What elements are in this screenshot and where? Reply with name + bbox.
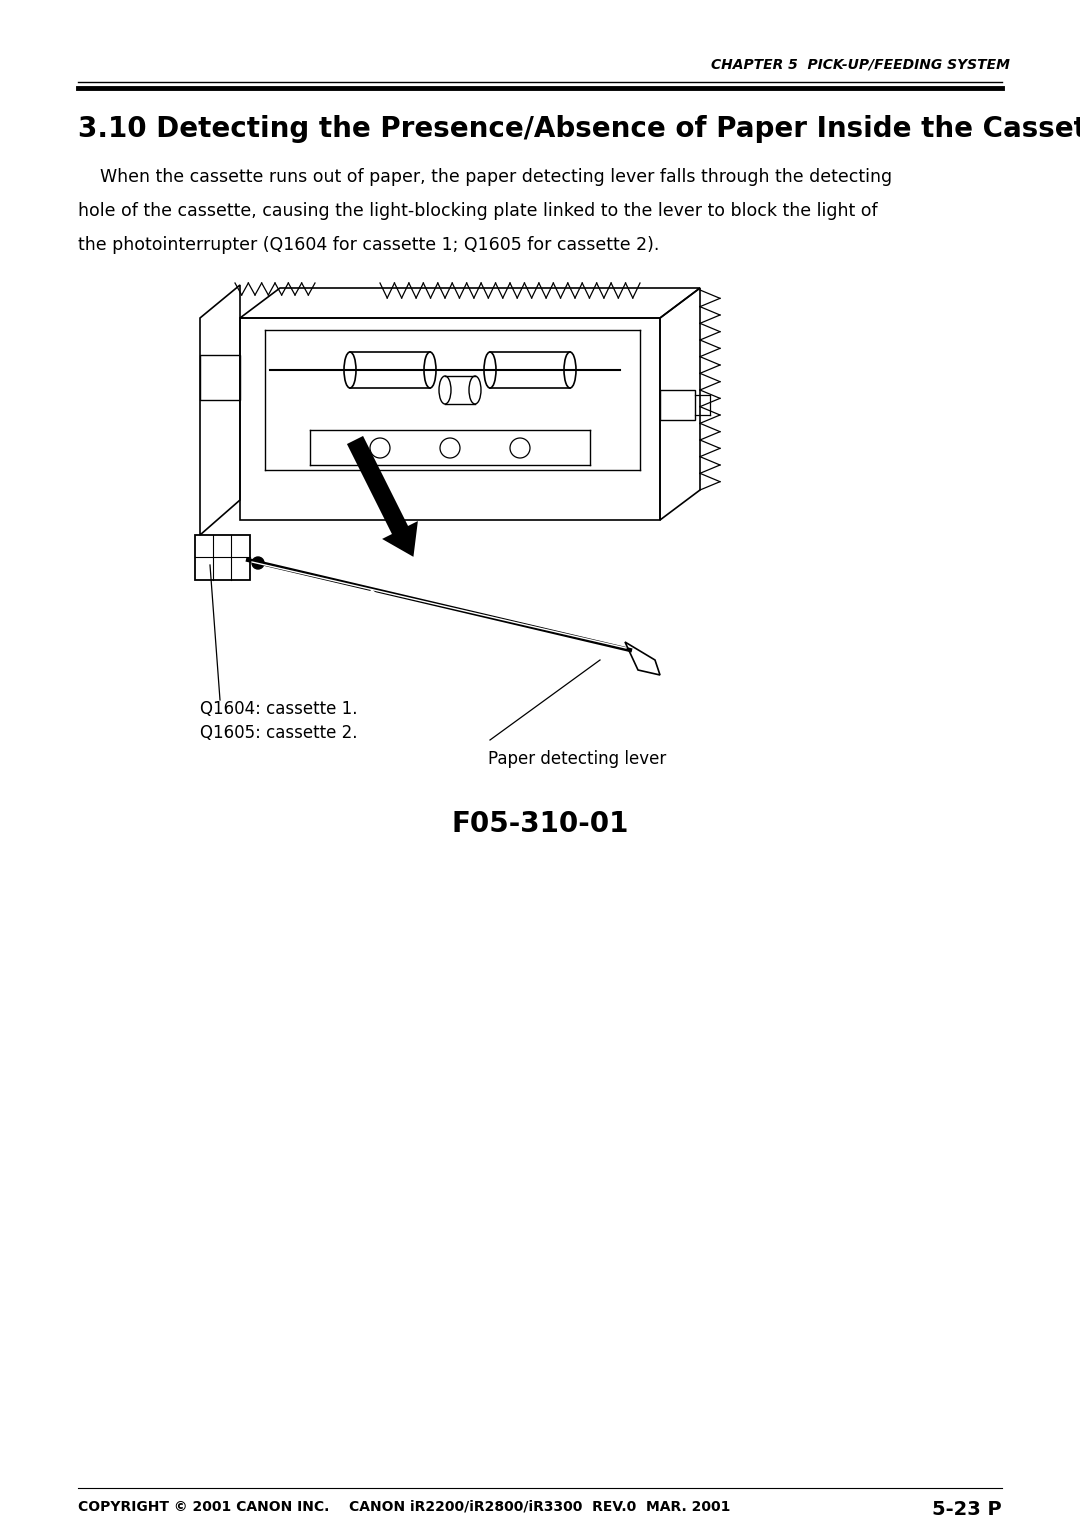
- FancyArrow shape: [347, 436, 418, 557]
- Text: F05-310-01: F05-310-01: [451, 810, 629, 838]
- Text: CHAPTER 5  PICK-UP/FEEDING SYSTEM: CHAPTER 5 PICK-UP/FEEDING SYSTEM: [711, 58, 1010, 72]
- Text: 3.10 Detecting the Presence/Absence of Paper Inside the Cassette: 3.10 Detecting the Presence/Absence of P…: [78, 115, 1080, 144]
- Circle shape: [252, 557, 264, 569]
- Text: CANON iR2200/iR2800/iR3300  REV.0  MAR. 2001: CANON iR2200/iR2800/iR3300 REV.0 MAR. 20…: [349, 1500, 731, 1514]
- Text: Q1604: cassette 1.: Q1604: cassette 1.: [200, 700, 357, 719]
- Text: Q1605: cassette 2.: Q1605: cassette 2.: [200, 725, 357, 742]
- Text: Paper detecting lever: Paper detecting lever: [488, 751, 666, 768]
- Text: COPYRIGHT © 2001 CANON INC.: COPYRIGHT © 2001 CANON INC.: [78, 1500, 329, 1514]
- Text: the photointerrupter (Q1604 for cassette 1; Q1605 for cassette 2).: the photointerrupter (Q1604 for cassette…: [78, 235, 660, 254]
- Text: 5-23 P: 5-23 P: [932, 1500, 1002, 1518]
- Text: When the cassette runs out of paper, the paper detecting lever falls through the: When the cassette runs out of paper, the…: [78, 168, 892, 187]
- Text: hole of the cassette, causing the light-blocking plate linked to the lever to bl: hole of the cassette, causing the light-…: [78, 202, 878, 220]
